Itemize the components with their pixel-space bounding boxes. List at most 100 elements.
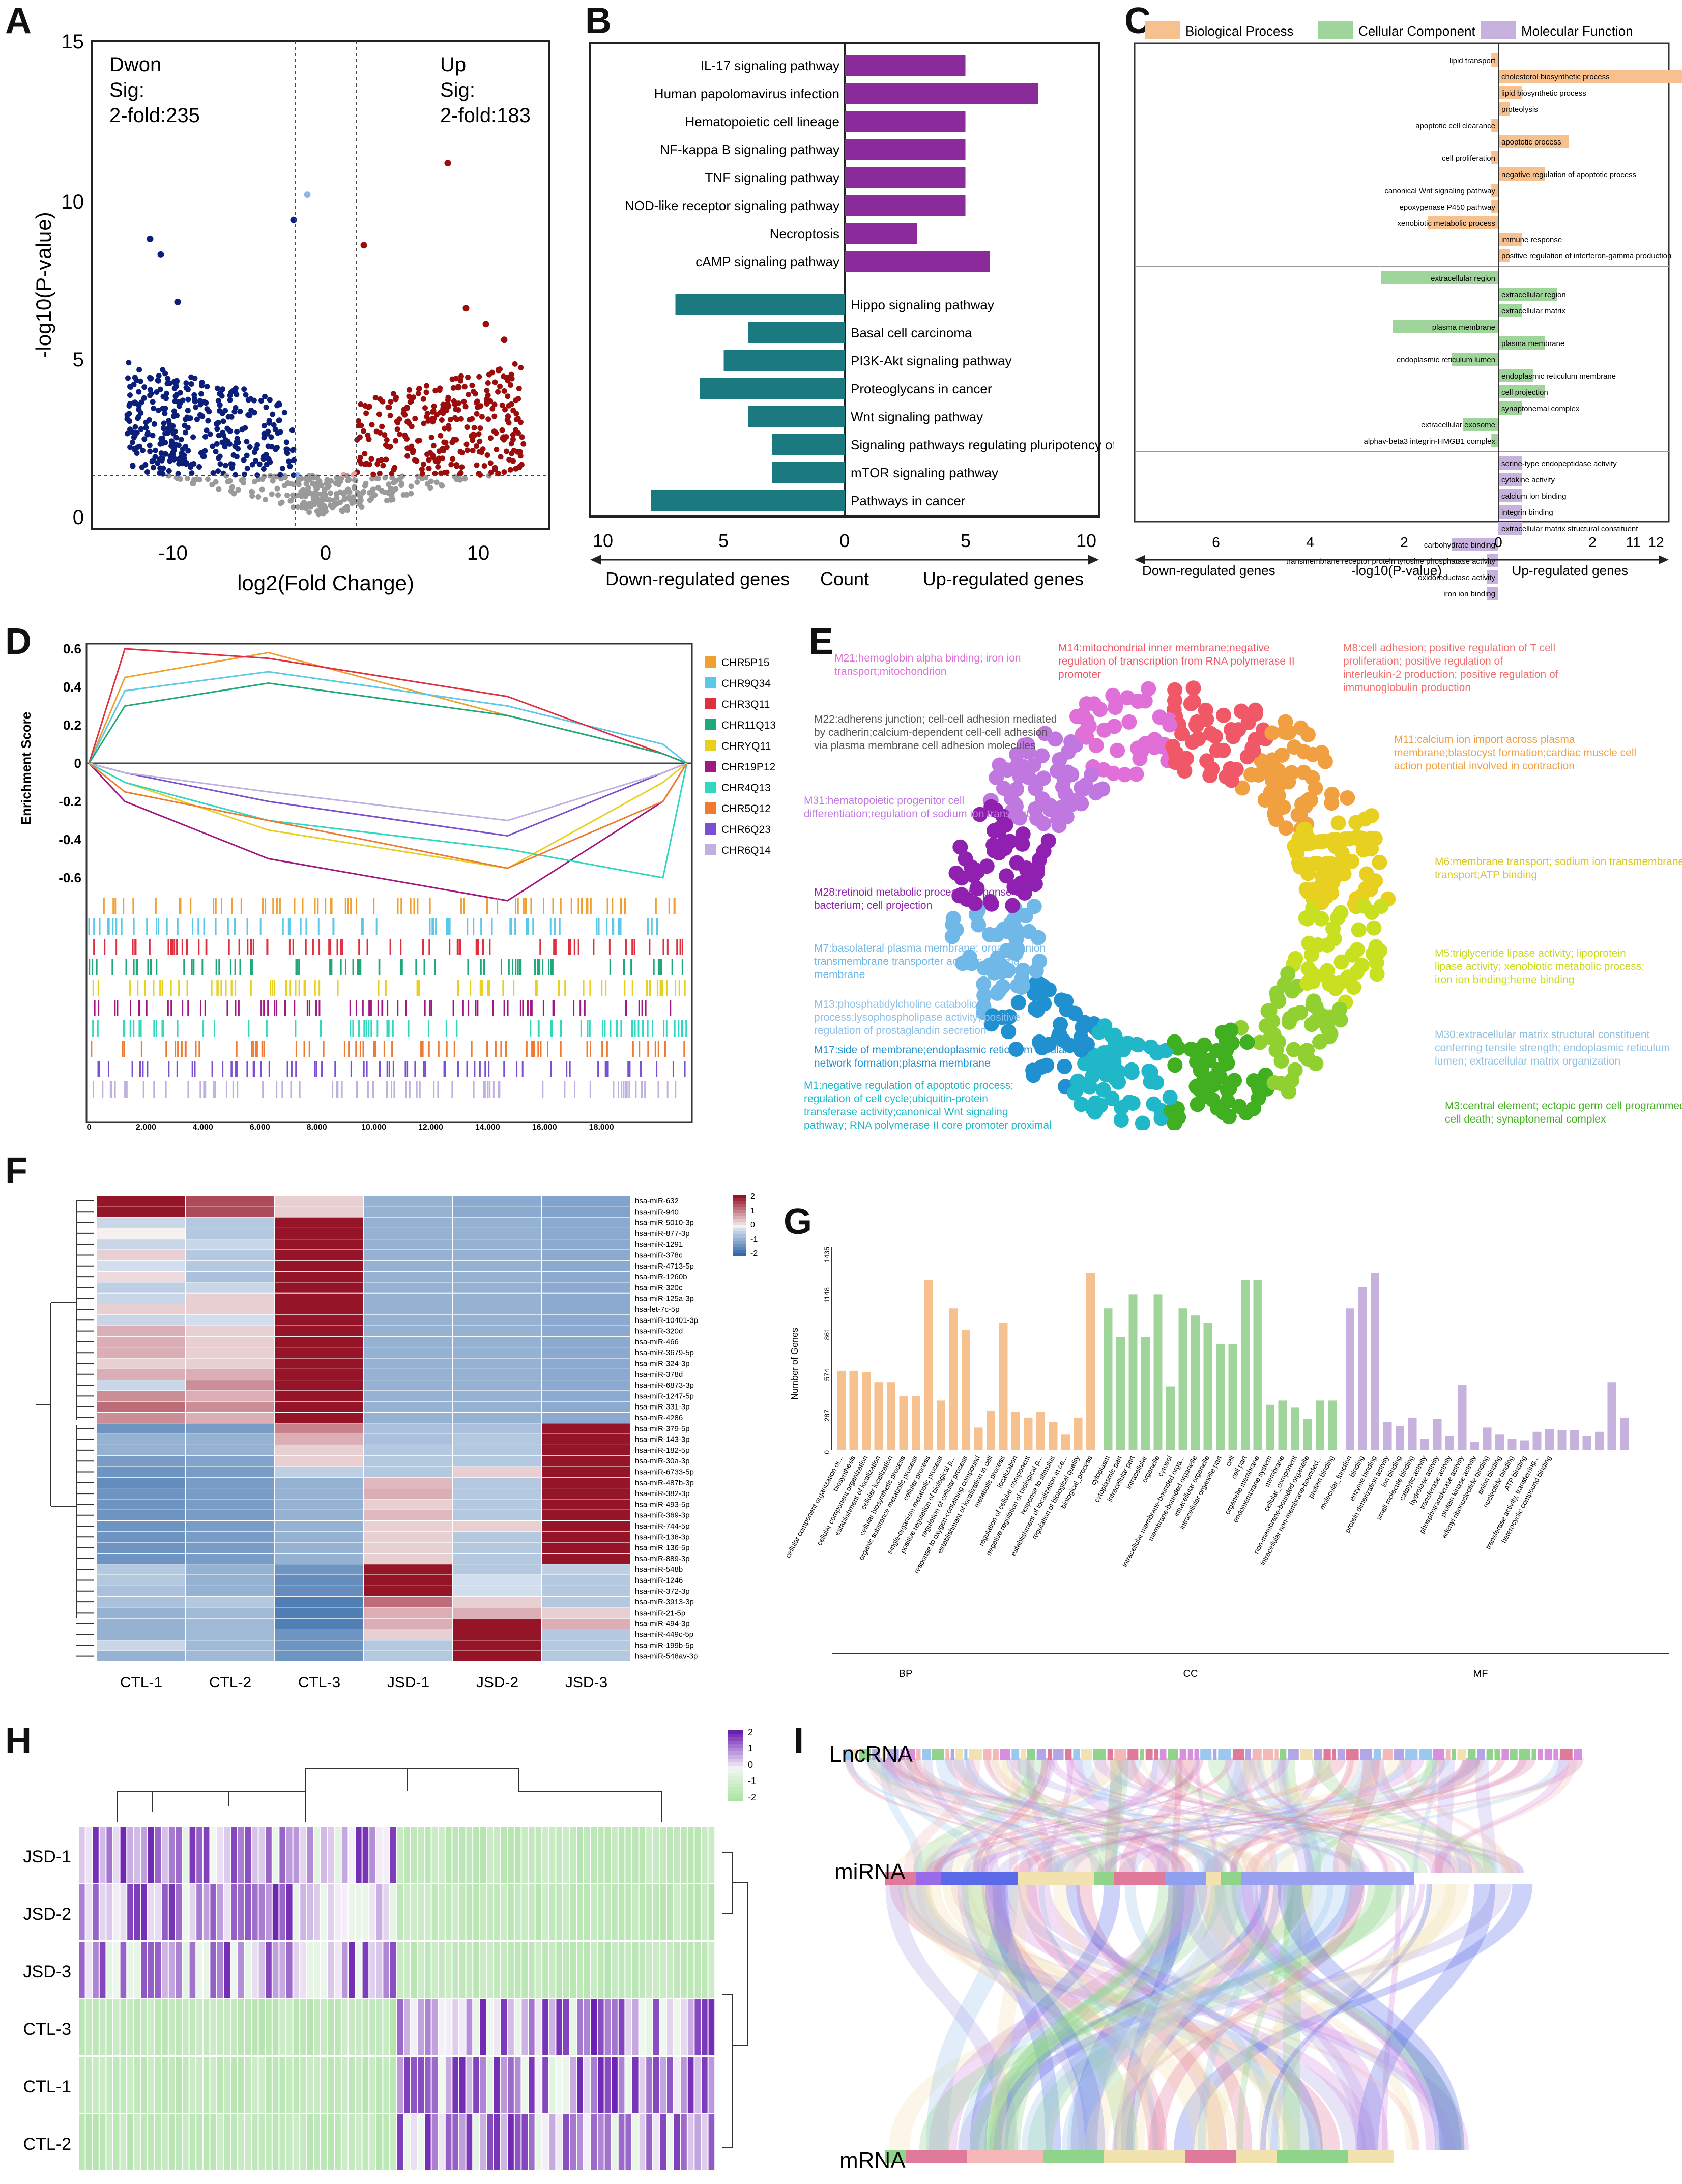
sankey-link — [929, 1884, 1198, 2150]
h-heat-cell — [584, 2057, 590, 2113]
f-heat-cell — [97, 1488, 185, 1499]
volcano-point — [136, 389, 142, 395]
sankey-link — [1247, 1758, 1339, 1873]
gsea-xtick: 6,000 — [250, 1123, 270, 1130]
h-heat-cell — [529, 1827, 535, 1883]
volcano-point — [379, 423, 385, 429]
sankey-node-lncrna — [1553, 1749, 1558, 1760]
sankey-link — [926, 1884, 1019, 2150]
volcano-point — [287, 463, 293, 469]
h-heat-cell — [466, 1942, 473, 1998]
volcano-point — [341, 491, 347, 497]
volcano-point — [171, 447, 178, 453]
module-dot — [1333, 905, 1349, 921]
h-heat-cell — [238, 1884, 244, 1940]
f-heat-cell — [364, 1304, 452, 1315]
h-heat-cell — [473, 1999, 479, 2055]
f-colorbar-step — [733, 1201, 746, 1204]
module-label-line: cell death; synaptonemal complex — [1445, 1113, 1606, 1125]
h-heat-cell — [120, 2057, 127, 2113]
sankey-node-lncrna — [1000, 1749, 1010, 1760]
volcano-point — [194, 416, 200, 422]
h-heat-cell — [217, 1827, 223, 1883]
volcano-point — [304, 502, 310, 508]
kegg-label-down: Proteoglycans in cancer — [851, 381, 992, 396]
h-heat-cell — [210, 1942, 216, 1998]
sankey-node-lncrna — [1027, 1749, 1035, 1760]
module-dot — [1041, 982, 1057, 998]
volcano-point — [463, 441, 470, 447]
panel-b-label: B — [585, 1, 612, 41]
g-ytick: 861 — [823, 1328, 831, 1340]
h-heat-cell — [362, 2114, 369, 2170]
module-dot — [1048, 731, 1063, 747]
volcano-point — [399, 473, 405, 479]
gsea-xtick: 18,000 — [589, 1123, 614, 1130]
module-dot — [1195, 1075, 1210, 1091]
h-heat-cell — [196, 1999, 202, 2055]
sankey-link — [1069, 1884, 1286, 2150]
gsea-legend-label: CHR5Q12 — [721, 803, 771, 815]
h-heat-cell — [639, 2114, 646, 2170]
sankey-link — [1277, 1884, 1465, 2150]
sankey-link — [1114, 1884, 1270, 2150]
f-row-label: hsa-miR-548av-3p — [635, 1652, 698, 1661]
f-heat-cell — [453, 1347, 541, 1358]
volcano-point — [487, 435, 494, 441]
h-heat-cell — [529, 1942, 535, 1998]
volcano-point — [362, 451, 368, 457]
panel-h: H JSD-1 JSD-2 JSD-3 CTL-3 CTL-1 CTL-2 2 1 0 -1 -2 — [0, 1720, 784, 2184]
f-heat-cell — [97, 1651, 185, 1661]
volcano-point — [363, 410, 369, 416]
module-dot — [1278, 820, 1294, 836]
volcano-point — [404, 453, 411, 459]
volcano-point — [150, 465, 156, 471]
g-bar — [1141, 1337, 1150, 1450]
h-heat-cell — [113, 2114, 120, 2170]
g-bar — [1445, 1436, 1454, 1450]
sankey-node-lncrna — [1382, 1749, 1393, 1760]
h-heat-cell — [85, 1827, 92, 1883]
f-heat-cell — [453, 1315, 541, 1326]
module-dot — [1314, 911, 1329, 927]
module-dot — [1125, 1096, 1141, 1111]
f-heat-cell — [275, 1477, 363, 1488]
h-heat-cell — [508, 2057, 514, 2113]
go-xtick-2: 2 — [1400, 534, 1408, 550]
h-heat-cell — [411, 1884, 417, 1940]
h-heat-cell — [577, 1827, 583, 1883]
module-dot — [1209, 742, 1225, 758]
volcano-point — [408, 483, 414, 490]
module-dot — [1322, 867, 1338, 883]
volcano-point — [357, 454, 363, 461]
h-heat-cell — [556, 1827, 562, 1883]
sankey-node-lncrna — [882, 1749, 886, 1760]
sankey-link — [1099, 1758, 1128, 1873]
volcano-point — [368, 456, 374, 462]
f-heat-cell — [453, 1607, 541, 1618]
h-heat-cell — [224, 2114, 230, 2170]
gsea-xtick: 10,000 — [361, 1123, 386, 1130]
module-dot — [1001, 1024, 1017, 1040]
volcano-point — [429, 409, 436, 415]
h-heat-cell — [459, 2057, 466, 2113]
h-heat-cell — [341, 1827, 348, 1883]
volcano-point — [157, 441, 163, 447]
g-bar — [937, 1400, 945, 1450]
module-dot — [1167, 682, 1183, 698]
volcano-point — [225, 479, 231, 485]
g-bar — [1216, 1343, 1225, 1450]
module-label: M21:hemoglobin alpha binding; iron ion tr… — [834, 652, 1021, 677]
module-label: M5:triglyceride lipase activity; lipopro… — [1435, 947, 1644, 986]
volcano-point — [217, 461, 223, 467]
module-dot — [1369, 966, 1385, 982]
sankey-node-mrna — [967, 2150, 1043, 2163]
module-label-line: transferase activity;canonical Wnt signa… — [804, 1106, 1008, 1118]
volcano-point — [227, 397, 233, 403]
f-heat-cell — [186, 1358, 274, 1369]
module-dot — [1288, 951, 1303, 966]
h-heat-cell — [702, 2114, 708, 2170]
volcano-point — [295, 472, 301, 478]
f-heat-cell — [97, 1586, 185, 1597]
f-heat-cell — [453, 1445, 541, 1456]
